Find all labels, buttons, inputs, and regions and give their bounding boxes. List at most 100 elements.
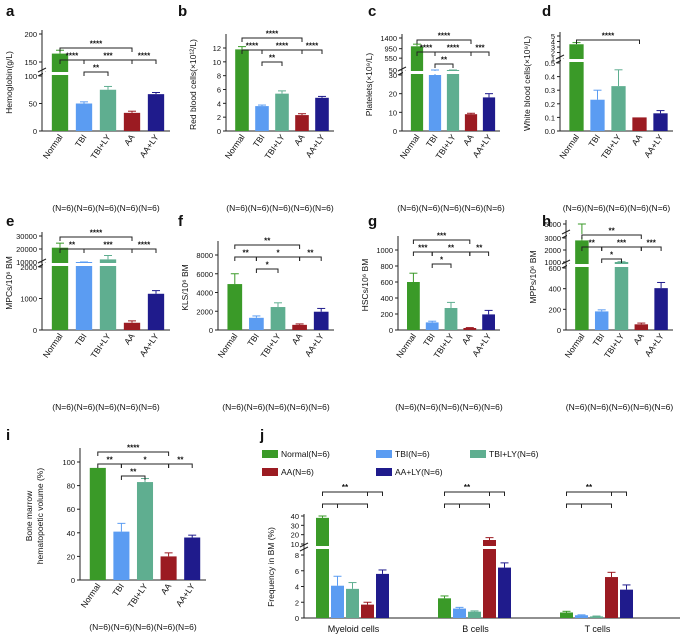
- bar-d-tbi: [590, 99, 605, 131]
- y-axis-title: KLS/10⁶ BM: [180, 264, 190, 311]
- panel-f: f 0 2000 4000 6000 8000 KLS/10⁶ BM Normal TBITBI…: [178, 213, 334, 412]
- significance-bracket: [59, 236, 133, 241]
- legend-entry: AA+LY(N=6): [395, 467, 443, 477]
- sample-size-label: (N=6)(N=6)(N=6)(N=6)(N=6): [566, 402, 674, 412]
- x-tick-label: Normal: [563, 331, 587, 359]
- significance-bracket: [412, 239, 471, 244]
- significance-label: *: [610, 251, 614, 260]
- x-tick-label: AA+LY: [303, 132, 326, 159]
- y-tick-label: 150: [24, 58, 37, 67]
- panel-letter-a: a: [6, 3, 15, 20]
- y-tick-label: 200: [24, 30, 37, 39]
- bar-a-normal: [51, 53, 69, 131]
- significance-bracket: [431, 251, 471, 256]
- significance-label: **: [93, 64, 100, 73]
- x-tick-label: AA: [460, 331, 475, 346]
- significance-bracket: [301, 49, 323, 54]
- bar-c-tbi-ly: [446, 70, 460, 131]
- significance-bracket: [120, 463, 170, 468]
- bar-j-myeloid-cells-1: [331, 585, 344, 618]
- x-tick-label: Myeloid cells: [328, 624, 380, 634]
- panel-i: i 0 20 40 60 80 100 Bone marrow hematopoetic vol…: [6, 427, 206, 632]
- y-tick-label: 8: [295, 551, 299, 560]
- significance-bracket: [469, 251, 490, 256]
- x-tick-label: TBI: [110, 581, 126, 598]
- panel-letter-g: g: [368, 213, 377, 230]
- significance-label: ***: [437, 232, 447, 241]
- y-tick-label: 1000: [20, 295, 37, 304]
- panel-b: b 0 2 4 6 8 10 12 Red blood cells(×10¹²/L) Normal…: [178, 3, 334, 213]
- y-tick-label: 40: [67, 529, 75, 538]
- significance-label: *: [266, 261, 270, 270]
- significance-label: ****: [447, 44, 460, 53]
- y-axis-title: Platelets(×10⁹/L): [364, 53, 374, 117]
- x-tick-label: TBI+LY: [262, 132, 286, 161]
- x-tick-label: AA: [461, 132, 476, 147]
- y-tick-label: 30: [291, 521, 299, 530]
- axis-break-gap: [437, 546, 512, 549]
- legend-entry: TBI(N=6): [395, 449, 430, 459]
- bar-j-myeloid-cells-4: [376, 573, 389, 618]
- significance-bracket: [444, 503, 460, 508]
- y-tick-label: 3: [551, 43, 555, 52]
- y-tick-label: 20000: [16, 245, 37, 254]
- bar-j-t-cells-0: [560, 612, 573, 618]
- y-axis-title: hematopoetic volume (%): [35, 468, 45, 565]
- significance-bracket: [299, 256, 322, 261]
- x-tick-label: TBI: [586, 132, 602, 149]
- bar-e-normal: [51, 247, 69, 330]
- x-tick-label: TBI: [251, 132, 267, 149]
- bar-c-aa-ly: [482, 97, 496, 131]
- x-tick-label: TBI: [73, 331, 89, 348]
- panel-g: g 0 200 400 600 800 1000 HSCs/10⁶ BM Normal TBITB…: [360, 213, 503, 412]
- significance-label: ****: [138, 241, 151, 250]
- y-tick-label: 4: [551, 38, 555, 47]
- y-tick-label: 2000: [544, 246, 561, 255]
- bar-e-aa-ly: [147, 293, 165, 330]
- y-tick-label: 200: [380, 310, 393, 319]
- significance-bracket: [566, 491, 612, 496]
- significance-bracket: [97, 451, 170, 456]
- significance-bracket: [416, 39, 472, 44]
- x-tick-label: TBI+LY: [125, 581, 149, 610]
- significance-label: *: [143, 456, 147, 465]
- significance-label: **: [130, 468, 137, 477]
- significance-label: ***: [103, 241, 113, 250]
- significance-label: **: [441, 56, 448, 65]
- x-tick-label: AA+LY: [470, 331, 493, 358]
- y-tick-label: 1: [551, 54, 555, 63]
- significance-bracket: [640, 246, 662, 251]
- significance-label: **: [464, 483, 471, 492]
- significance-bracket: [234, 244, 301, 249]
- axis-break-gap: [403, 71, 501, 74]
- significance-bracket: [322, 491, 368, 496]
- significance-bracket: [131, 59, 157, 64]
- bar-b-tbi-ly: [275, 93, 289, 131]
- bar-e-tbi: [75, 262, 93, 330]
- bar-i-aa: [160, 556, 177, 580]
- bar-j-t-cells-2: [590, 616, 603, 618]
- bar-b-tbi: [255, 106, 269, 131]
- significance-bracket: [566, 503, 582, 508]
- bar-i-tbi-ly: [136, 482, 154, 580]
- significance-label: **: [242, 249, 249, 258]
- significance-bracket: [444, 491, 490, 496]
- bar-h-aa-ly: [654, 288, 668, 330]
- y-tick-label: 2: [217, 113, 221, 122]
- significance-bracket: [412, 251, 433, 256]
- significance-label: **: [264, 237, 271, 246]
- y-tick-label: 2: [295, 598, 299, 607]
- y-tick-label: 0: [71, 576, 75, 585]
- significance-bracket: [255, 268, 279, 273]
- panel-letter-b: b: [178, 3, 187, 20]
- significance-label: ***: [617, 239, 627, 248]
- significance-label: ***: [475, 44, 485, 53]
- significance-bracket: [131, 248, 157, 253]
- bar-h-tbi-ly: [614, 262, 629, 330]
- bar-d-aa: [632, 117, 647, 131]
- bar-j-t-cells-1: [575, 615, 588, 618]
- significance-label: **: [69, 241, 76, 250]
- x-tick-label: AA+LY: [470, 132, 493, 159]
- bar-d-aa-ly: [653, 113, 668, 131]
